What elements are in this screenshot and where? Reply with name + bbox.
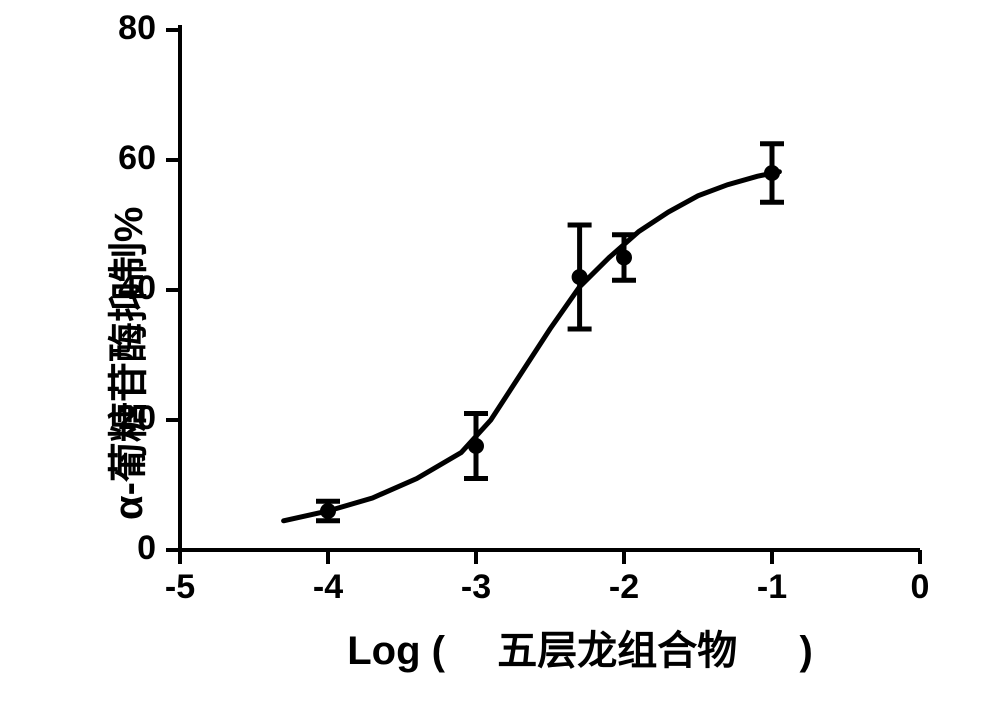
x-axis-label-suffix: ) [799, 629, 812, 673]
svg-text:-5: -5 [165, 568, 195, 606]
svg-text:-3: -3 [461, 568, 491, 606]
svg-text:0: 0 [137, 529, 156, 567]
svg-text:60: 60 [118, 139, 156, 177]
svg-text:0: 0 [911, 568, 930, 606]
x-axis-label-mid: 五层龙组合物 [497, 629, 737, 673]
svg-text:-2: -2 [609, 568, 639, 606]
svg-text:-4: -4 [313, 568, 343, 606]
y-axis-label: α-葡糖苷酶抑制% [96, 207, 154, 520]
dose-response-chart: 020406080-5-4-3-2-10 α-葡糖苷酶抑制% Log ( 五层龙… [0, 0, 1000, 705]
svg-text:-1: -1 [757, 568, 787, 606]
x-axis-label: Log ( 五层龙组合物 ) [270, 618, 890, 676]
x-axis-label-prefix: Log ( [347, 629, 445, 673]
svg-text:80: 80 [118, 9, 156, 47]
